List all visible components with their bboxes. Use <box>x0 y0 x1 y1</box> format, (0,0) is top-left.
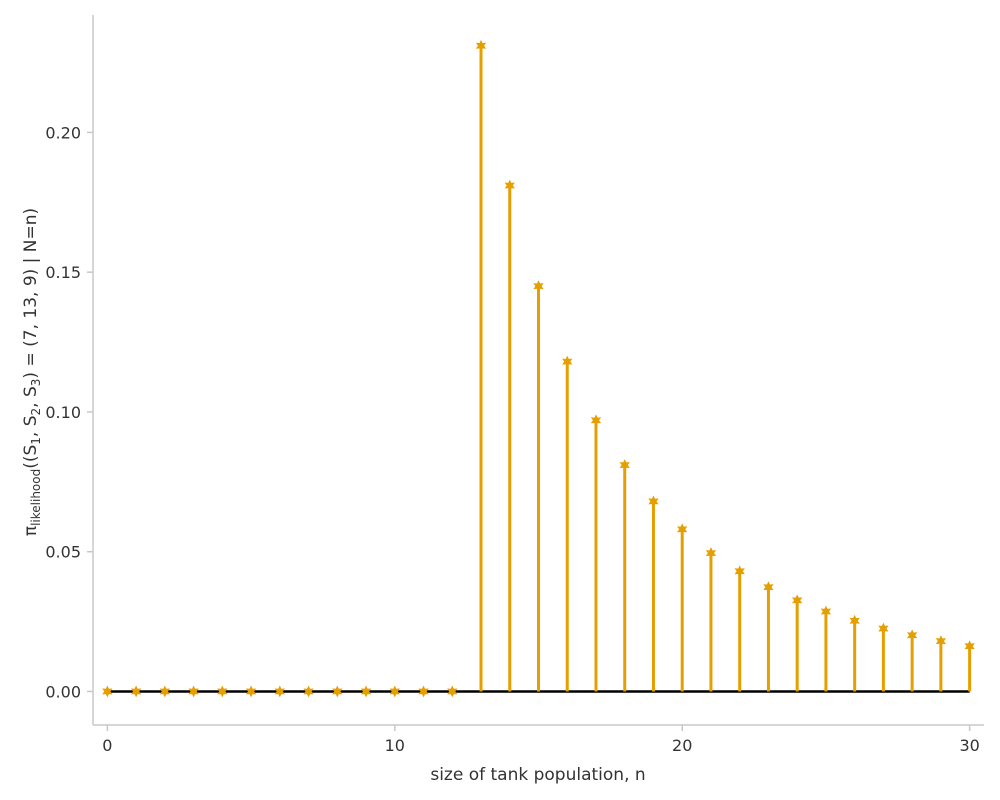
stem-marker <box>590 414 602 427</box>
y-tick-label: 0.15 <box>45 263 81 282</box>
y-label-part-c: , S <box>21 386 41 408</box>
stem-marker <box>935 635 947 648</box>
y-label-part-a: ((S <box>21 445 41 469</box>
y-tick-label: 0.10 <box>45 403 81 422</box>
stem-marker <box>907 629 918 642</box>
stem-marker <box>562 355 573 368</box>
y-label-pi: π <box>21 526 41 536</box>
stem-marker <box>964 640 975 653</box>
stem-marker <box>245 685 257 698</box>
stems <box>479 45 972 692</box>
stem-marker <box>360 685 372 698</box>
axes <box>92 15 984 726</box>
y-tick-label: 0.20 <box>45 123 81 142</box>
stem-marker <box>763 581 774 594</box>
stem-marker <box>447 685 458 698</box>
x-tick-label: 10 <box>385 736 405 755</box>
stem-marker <box>504 179 515 192</box>
x-axis-label: size of tank population, n <box>430 765 645 785</box>
stem-marker <box>677 523 688 536</box>
y-label-sub: likelihood <box>29 469 43 526</box>
stem-marker <box>619 459 630 471</box>
y-label-sub2: 2 <box>29 408 43 416</box>
stem-marker <box>159 685 170 698</box>
y-label-sub1: 1 <box>29 437 43 445</box>
stem-marker <box>188 685 199 698</box>
stem-marker <box>102 685 113 698</box>
stem-marker <box>849 614 860 627</box>
stem-marker <box>820 605 832 618</box>
stem-marker <box>734 565 745 578</box>
y-ticks: 0.00 0.05 0.10 0.15 0.20 <box>45 123 93 701</box>
stem-marker <box>303 685 314 698</box>
stem-marker <box>389 685 400 698</box>
y-label-part-d: ) = (7, 13, 9) | N=n) <box>21 208 41 379</box>
stem-marker <box>792 594 803 607</box>
y-axis-label: πlikelihood((S1, S2, S3) = (7, 13, 9) | … <box>21 208 43 536</box>
markers <box>102 39 975 698</box>
stem-marker <box>648 495 659 508</box>
y-tick-label: 0.05 <box>45 543 81 562</box>
stem-marker <box>418 685 429 698</box>
y-tick-label: 0.00 <box>45 682 81 701</box>
y-label-sub3: 3 <box>29 379 43 387</box>
stem-marker <box>705 547 717 560</box>
stem-marker <box>332 685 343 698</box>
y-label-part-b: , S <box>21 415 41 437</box>
x-tick-label: 30 <box>959 736 979 755</box>
x-tick-label: 20 <box>672 736 692 755</box>
stem-marker <box>274 685 285 698</box>
stem-marker <box>878 622 889 635</box>
stem-marker <box>533 280 544 293</box>
x-ticks: 0 10 20 30 <box>102 725 980 755</box>
stem-marker <box>217 685 228 698</box>
x-tick-label: 0 <box>102 736 112 755</box>
stem-marker <box>130 685 142 698</box>
stem-marker <box>475 39 487 52</box>
